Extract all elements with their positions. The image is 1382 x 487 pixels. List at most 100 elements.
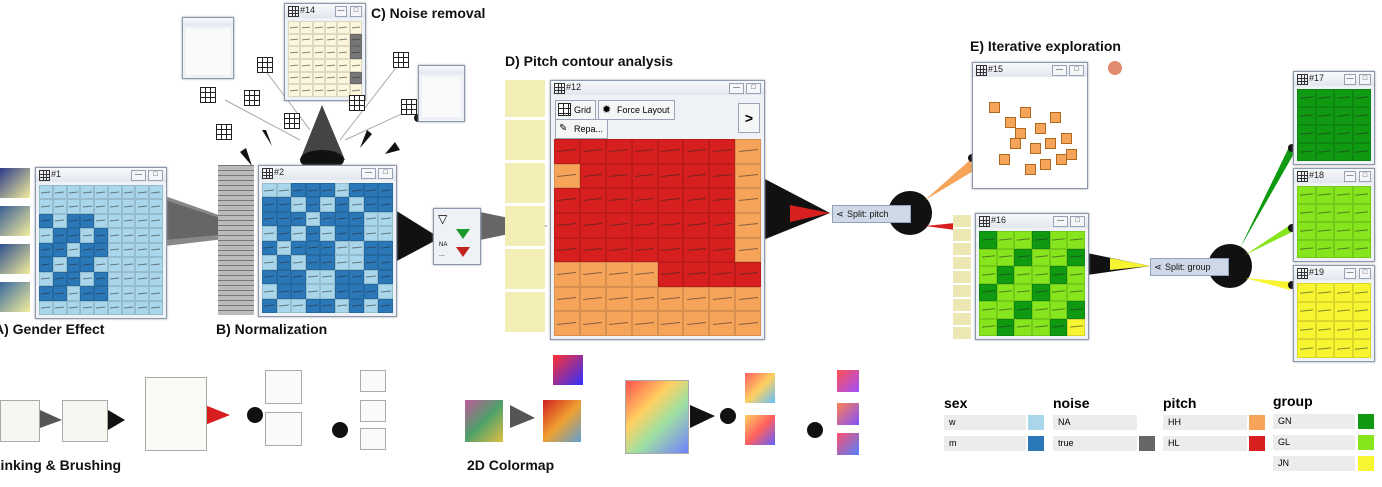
minimize-button[interactable]: — [1053,216,1068,227]
grid-cell[interactable] [996,301,1015,319]
window-1[interactable]: #1 — □ [35,167,167,319]
grid-cell[interactable] [66,213,81,229]
grid-cell[interactable] [262,298,277,313]
grid-cell[interactable] [735,311,761,336]
grid-cell[interactable] [324,33,338,47]
grid-cell[interactable] [337,71,350,85]
graph-node[interactable] [1040,159,1052,170]
grid-cell[interactable] [735,237,761,263]
grid-cell[interactable] [334,298,350,313]
restore-button[interactable]: □ [350,6,362,17]
grid-cell[interactable] [94,257,108,272]
grid-cell[interactable] [363,284,379,299]
grid-cell[interactable] [1352,339,1371,358]
grid-cell[interactable] [378,240,393,256]
grid-cell[interactable] [94,199,108,214]
grid-cell[interactable] [979,231,997,249]
grid-cell[interactable] [1067,231,1085,249]
grid-cell[interactable] [262,211,277,227]
grid-cell[interactable] [378,269,393,285]
grid-cell[interactable] [657,139,684,164]
grid-cell[interactable] [631,188,658,213]
graph-node[interactable] [999,153,1011,165]
grid-cell[interactable] [605,262,632,287]
grid-cell[interactable] [52,300,67,315]
minimize-button[interactable]: — [1344,268,1356,279]
grid-cell[interactable] [378,255,393,270]
grid-cell[interactable] [320,284,335,299]
graph-node[interactable] [1004,117,1016,129]
grid-cell[interactable] [1297,143,1316,161]
grid-cell[interactable] [337,46,350,59]
grid-cell[interactable] [291,240,306,256]
grid-cell[interactable] [1049,231,1068,249]
grid-cell[interactable] [1315,186,1334,204]
grid-cell[interactable] [135,300,150,315]
grid-cell[interactable] [262,255,277,270]
grid-cell[interactable] [66,228,81,243]
grid-cell[interactable] [1315,204,1334,222]
grid-cell[interactable] [709,139,736,164]
grid-cell[interactable] [320,269,335,285]
grid-cell[interactable] [288,33,301,47]
grid-cell[interactable] [1067,318,1085,336]
grid-cell[interactable] [121,300,136,315]
graph-node[interactable] [1030,143,1041,155]
grid-cell[interactable] [554,262,580,287]
grid-cell[interactable] [52,242,67,258]
window-15[interactable]: #15 — □ [972,62,1088,189]
grid-cell[interactable] [579,188,606,213]
grid-cell[interactable] [605,286,632,312]
grid-cell[interactable] [66,257,81,272]
grid-cell[interactable] [39,185,53,200]
grid-cell[interactable] [709,262,736,287]
grid-cell[interactable] [291,211,306,227]
grid-cell[interactable] [1334,186,1353,204]
grid-cell[interactable] [349,21,362,34]
grid-cell[interactable] [305,211,321,227]
grid-cell[interactable] [291,255,306,270]
grid-cell[interactable] [80,300,95,315]
grid-cell[interactable] [121,257,136,272]
grid-cell[interactable] [262,226,277,241]
grid-cell[interactable] [300,46,313,59]
grid-cell[interactable] [1315,222,1334,240]
grid-cell[interactable] [631,212,658,238]
grid-cell[interactable] [996,318,1015,336]
grid-cell[interactable] [1352,240,1371,258]
minimize-button[interactable]: — [1344,74,1356,85]
grid-cell[interactable] [1334,320,1353,340]
grid-cell[interactable] [1031,283,1050,301]
grid-cell[interactable] [121,286,136,301]
grid-cell[interactable] [121,185,136,200]
grid-cell[interactable] [276,211,292,227]
grid-cell[interactable] [94,228,108,243]
grid-cell[interactable] [1315,240,1334,258]
grid-cell[interactable] [683,139,710,164]
grid-cell[interactable] [312,84,325,97]
grid-icon[interactable] [393,52,409,68]
grid-cell[interactable] [683,311,710,336]
grid-cell[interactable] [735,286,761,312]
grid-cell[interactable] [149,257,163,272]
grid-cell[interactable] [735,212,761,238]
grid-cell[interactable] [107,228,122,243]
grid-cell[interactable] [554,139,580,164]
grid-cell[interactable] [1297,240,1316,258]
grid-cell[interactable] [80,271,95,287]
grid-cell[interactable] [1315,125,1334,143]
grid-cell[interactable] [107,257,122,272]
force-layout-button[interactable]: ✹ Force Layout [598,100,675,120]
grid-cell[interactable] [300,33,313,47]
grid-cell[interactable] [52,271,67,287]
grid-cell[interactable] [1315,283,1334,302]
grid-cell[interactable] [349,255,364,270]
grid-cell[interactable] [94,185,108,200]
graph-node[interactable] [1009,138,1021,150]
grid-cell[interactable] [1297,125,1316,143]
grid-cell[interactable] [149,213,163,229]
grid-cell[interactable] [709,237,736,263]
graph-node[interactable] [1050,112,1062,124]
grid-cell[interactable] [605,163,632,189]
grid-cell[interactable] [80,257,95,272]
